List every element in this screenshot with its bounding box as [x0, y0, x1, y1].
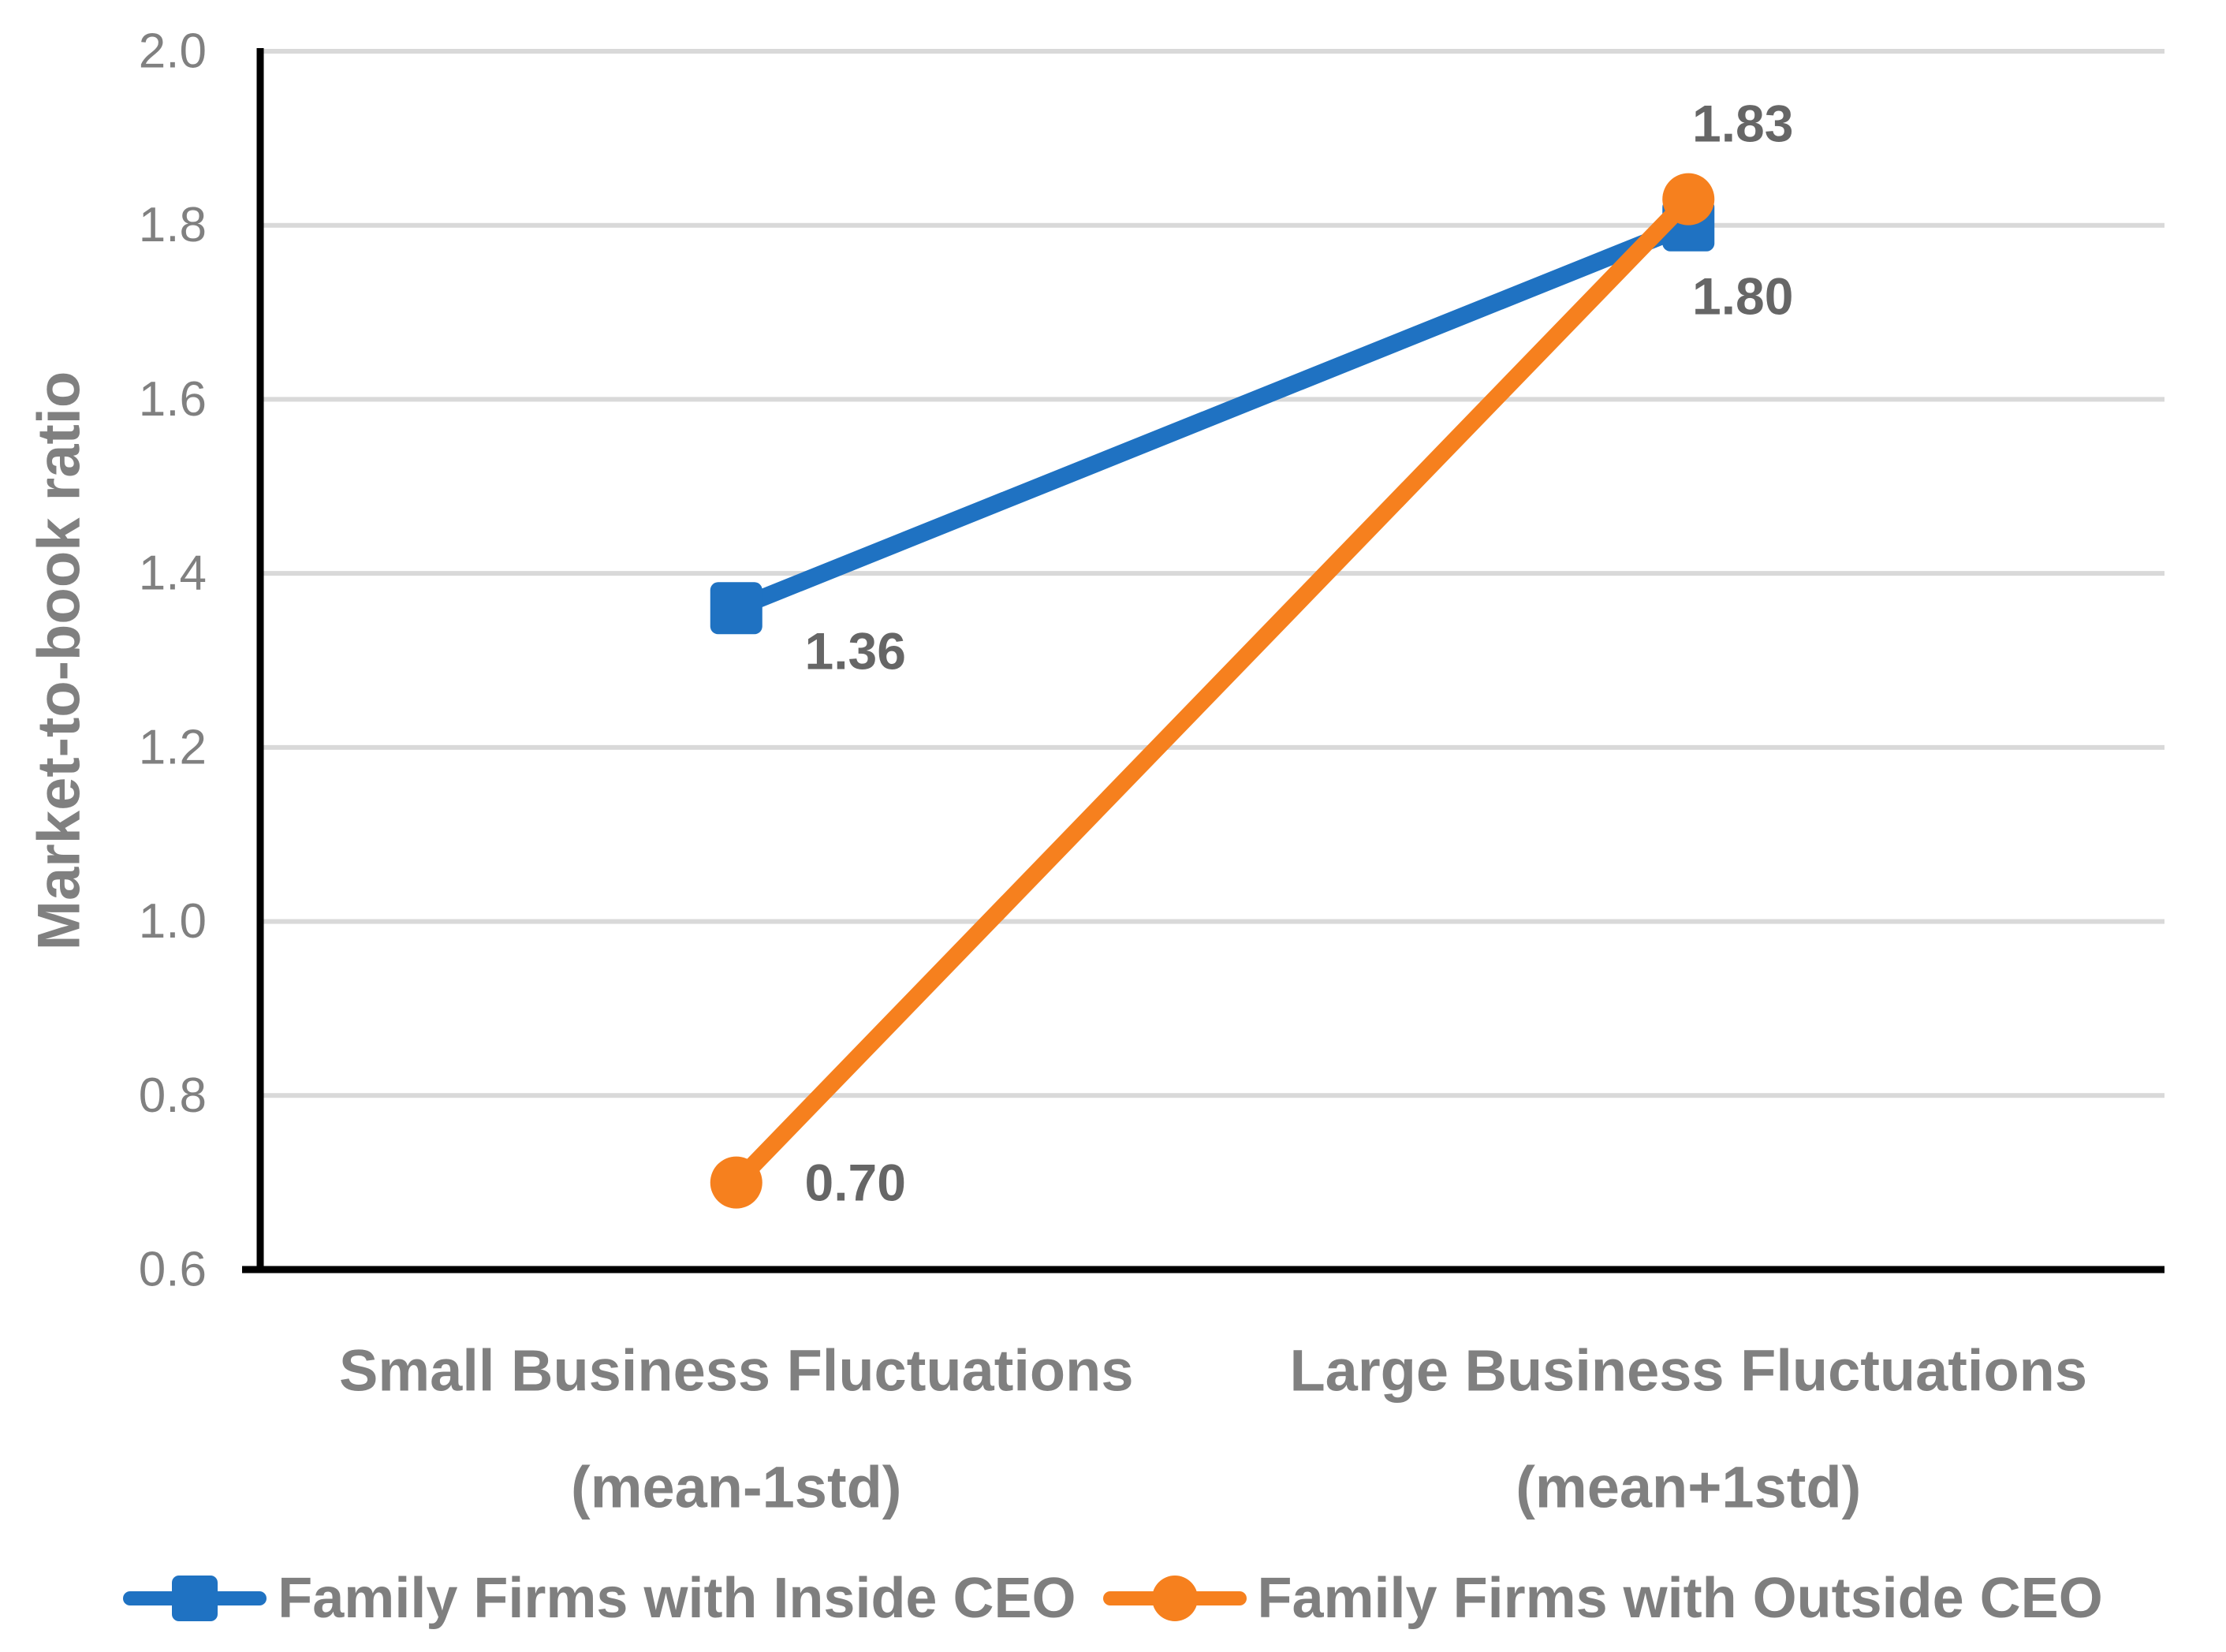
legend-sample-outside-ceo — [1102, 1571, 1247, 1626]
data-label: 1.36 — [805, 621, 906, 680]
legend-circle-marker-icon — [1151, 1575, 1198, 1621]
y-tick-label: 1.6 — [139, 372, 207, 427]
y-tick-label: 1.2 — [139, 720, 207, 774]
y-tick-label: 1.0 — [139, 894, 207, 949]
x-category-label: (mean+1std) — [1516, 1455, 1861, 1520]
data-label: 1.80 — [1692, 267, 1793, 326]
square-marker-icon — [710, 582, 763, 635]
plot-area: 2.0 1.8 1.6 1.4 1.2 1.0 0.8 0.6 Small Business F… — [26, 24, 2164, 1520]
data-label: 1.83 — [1692, 95, 1793, 153]
data-label: 0.70 — [805, 1154, 906, 1212]
legend-label-outside-ceo: Family Firms with Outside CEO — [1257, 1566, 2103, 1630]
x-category-label: (mean-1std) — [571, 1455, 901, 1520]
y-tick-label: 1.8 — [139, 198, 207, 252]
x-category-label: Small Business Fluctuations — [339, 1338, 1133, 1404]
y-axis-title: Market-to-book ratio — [26, 371, 93, 951]
circle-marker-icon — [1662, 173, 1715, 226]
y-tick-label: 0.6 — [139, 1243, 207, 1297]
y-tick-label: 2.0 — [139, 24, 207, 79]
circle-marker-icon — [710, 1156, 763, 1209]
legend-item-outside-ceo: Family Firms with Outside CEO — [1102, 1566, 2103, 1631]
legend-sample-inside-ceo — [123, 1571, 267, 1626]
series-line-0 — [733, 217, 1692, 617]
legend-item-inside-ceo: Family Firms with Inside CEO — [123, 1566, 1076, 1631]
legend-label-inside-ceo: Family Firms with Inside CEO — [278, 1566, 1076, 1630]
legend: Family Firms with Inside CEO Family Firm… — [0, 1544, 2226, 1652]
legend-square-marker-icon — [172, 1575, 218, 1621]
y-tick-label: 0.8 — [139, 1068, 207, 1123]
y-tick-label: 1.4 — [139, 546, 207, 601]
series-line-1 — [729, 192, 1695, 1189]
x-category-label: Large Business Fluctuations — [1289, 1338, 2087, 1404]
